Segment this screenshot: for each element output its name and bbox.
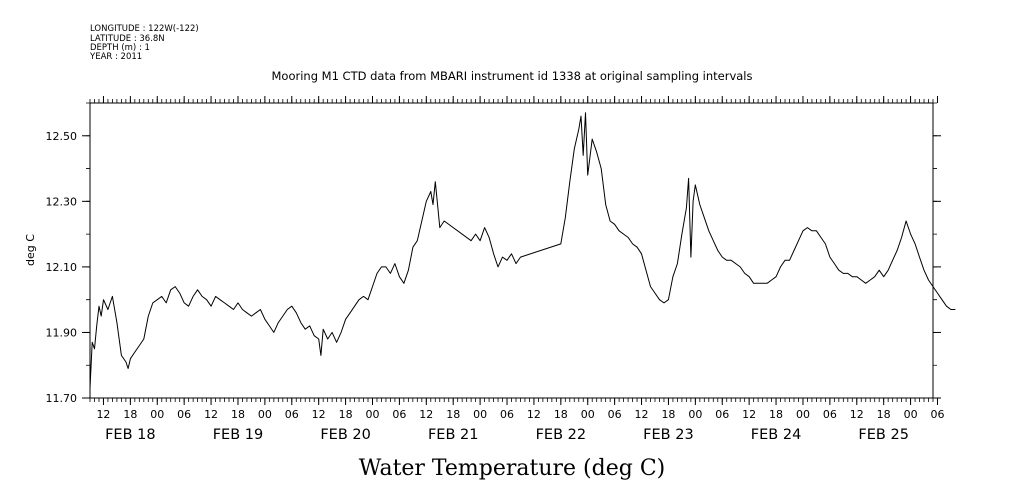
x-day-label: FEB 19 [213,427,264,443]
x-hour-label: 18 [877,408,891,421]
x-hour-label: 18 [231,408,245,421]
x-hour-label: 18 [446,408,460,421]
x-day-label: FEB 25 [858,427,909,443]
x-hour-label: 12 [312,408,326,421]
y-axis-label: deg C [24,234,37,266]
chart-title: Mooring M1 CTD data from MBARI instrumen… [272,69,753,83]
y-ticks [86,102,937,399]
x-hour-label: 00 [581,408,595,421]
axes: 11.70 11.90 12.10 12.30 12.50 12 18 00 06 12 18 00 0… [46,96,944,443]
x-hour-label: 18 [123,408,137,421]
x-day-label: FEB 24 [751,427,802,443]
x-hour-label: 00 [688,408,702,421]
footer-label: Water Temperature (deg C) [359,456,666,481]
x-hour-label: 06 [177,408,191,421]
y-tick-label: 12.10 [46,261,78,274]
plot-frame [89,102,934,399]
x-day-label: FEB 22 [536,427,587,443]
x-hour-label: 12 [527,408,541,421]
meta-year: YEAR : 2011 [89,52,142,62]
y-tick-label: 11.90 [46,326,78,339]
x-hour-label: 12 [204,408,218,421]
x-hour-label: 18 [554,408,568,421]
x-day-label: FEB 18 [105,427,156,443]
y-tick-label: 12.50 [46,130,78,143]
x-hour-label: 06 [930,408,944,421]
x-day-label: FEB 21 [428,427,479,443]
x-hour-label: 00 [473,408,487,421]
x-hour-label: 00 [904,408,918,421]
x-hour-label: 06 [715,408,729,421]
x-hour-label: 06 [285,408,299,421]
x-hour-label: 00 [150,408,164,421]
y-tick-label: 11.70 [46,392,78,405]
x-hour-label: 06 [823,408,837,421]
x-day-label: FEB 20 [320,427,371,443]
x-hour-label: 12 [96,408,110,421]
x-hour-label: 00 [796,408,810,421]
meta-latitude: LATITUDE : 36.8N [90,34,165,44]
x-hour-label: 18 [661,408,675,421]
x-hour-label: 12 [850,408,864,421]
x-day-label: FEB 23 [643,427,694,443]
meta-longitude: LONGITUDE : 122W(-122) [90,24,199,34]
x-hour-label: 06 [500,408,514,421]
metadata-block: LONGITUDE : 122W(-122) LATITUDE : 36.8N … [89,24,199,62]
x-hour-label: 18 [339,408,353,421]
plot-area [89,112,956,389]
x-hour-label: 12 [419,408,433,421]
series-line [89,112,956,389]
x-hour-label: 00 [365,408,379,421]
y-tick-label: 12.30 [46,195,78,208]
x-hour-label: 18 [769,408,783,421]
meta-depth: DEPTH (m) : 1 [90,43,150,53]
x-hour-label: 00 [258,408,272,421]
x-hour-label: 12 [635,408,649,421]
x-hour-label: 06 [608,408,622,421]
x-hour-label: 06 [392,408,406,421]
x-hour-label: 12 [742,408,756,421]
x-minor-ticks [89,99,934,402]
